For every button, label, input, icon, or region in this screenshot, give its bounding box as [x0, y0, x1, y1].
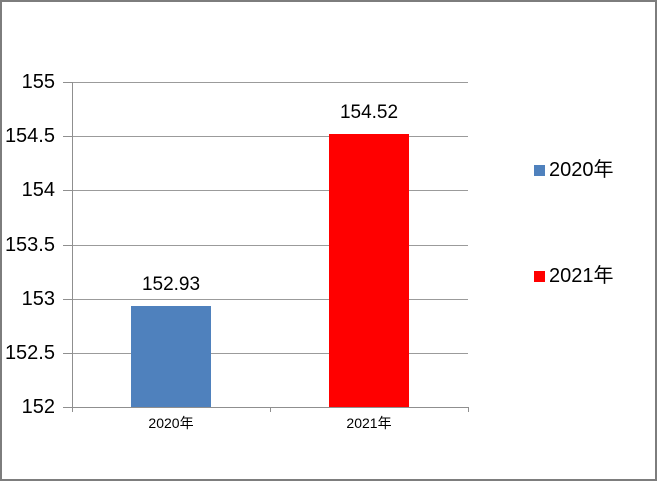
y-axis-tick: [63, 245, 72, 246]
legend-item-label: 2020年: [549, 159, 614, 181]
y-axis-tick-label: 153: [21, 288, 55, 310]
legend-item-2020: 2020年: [534, 158, 614, 182]
y-axis-tick-label: 154.5: [4, 125, 55, 147]
y-axis-tick-label: 155: [21, 71, 55, 93]
bar-2021: [329, 134, 409, 407]
legend-swatch-icon: [534, 164, 545, 176]
bar-value-label: 154.52: [339, 102, 399, 123]
gridline: [72, 353, 468, 354]
gridline: [72, 82, 468, 83]
y-axis-tick-label: 153.5: [4, 234, 55, 256]
x-axis-tick: [270, 407, 271, 412]
y-axis-tick-label: 152.5: [4, 342, 55, 364]
bar-value-label: 152.93: [141, 274, 201, 295]
gridline: [72, 190, 468, 191]
y-axis-tick: [63, 190, 72, 191]
x-axis-category-label: 2020年: [148, 415, 194, 431]
y-axis-tick: [63, 407, 72, 408]
y-axis-line: [72, 82, 73, 412]
y-axis-tick-label: 152: [21, 396, 55, 418]
gridline: [72, 299, 468, 300]
legend-item-2021: 2021年: [534, 264, 614, 288]
y-axis-tick: [63, 136, 72, 137]
gridline: [72, 245, 468, 246]
y-axis-tick: [63, 82, 72, 83]
y-axis-tick: [63, 353, 72, 354]
legend-item-label: 2021年: [549, 265, 614, 287]
x-axis-category-label: 2021年: [346, 415, 392, 431]
gridline: [72, 136, 468, 137]
bar-2020: [131, 306, 211, 407]
x-axis-tick: [72, 407, 73, 412]
legend-swatch-icon: [534, 270, 545, 282]
y-axis-tick-label: 154: [21, 179, 55, 201]
x-axis-tick: [468, 407, 469, 412]
y-axis-tick: [63, 299, 72, 300]
